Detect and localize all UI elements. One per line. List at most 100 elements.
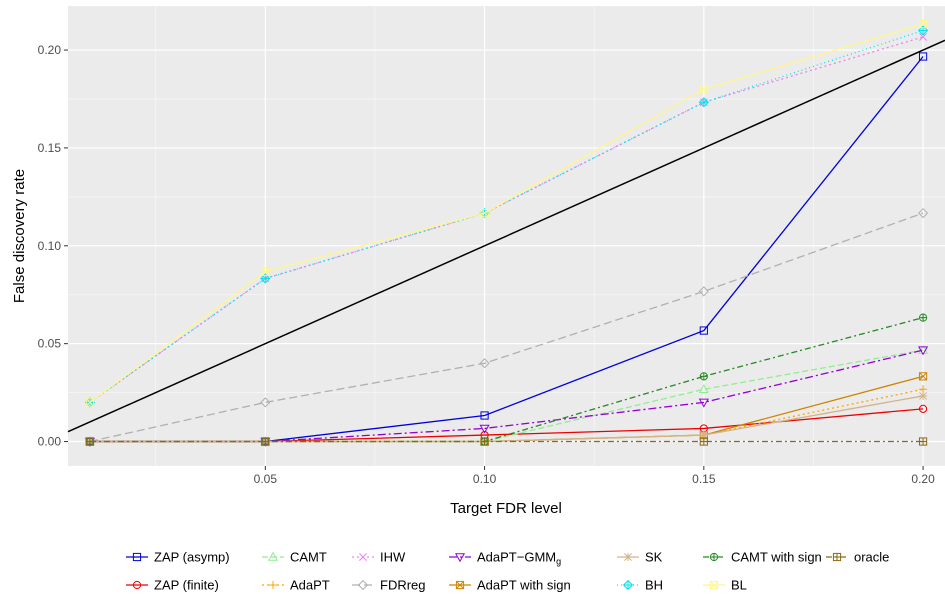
legend-item: BL	[703, 578, 747, 593]
y-tick-label: 0.15	[38, 141, 62, 155]
legend-item: ZAP (finite)	[126, 578, 219, 593]
legend-key-marker	[268, 580, 278, 590]
series-point	[917, 207, 929, 219]
series-point	[917, 207, 929, 219]
series-point	[698, 384, 709, 393]
legend-key-marker	[267, 551, 279, 561]
legend-key-marker	[623, 552, 633, 562]
series-point	[480, 411, 489, 420]
x-tick-label: 0.20	[911, 472, 935, 486]
legend-key-marker	[357, 579, 369, 591]
series-point	[261, 267, 270, 276]
series-point	[918, 52, 928, 61]
series-point	[918, 19, 928, 29]
y-axis-title: False discovery rate	[11, 169, 28, 303]
legend-key-marker	[709, 580, 719, 590]
legend-item: CAMT with sign	[703, 550, 822, 565]
legend-item: CAMT	[262, 550, 327, 565]
series-point	[918, 346, 929, 356]
series-line	[89, 36, 924, 403]
series-point	[479, 358, 490, 369]
legend-key-marker	[709, 580, 719, 590]
series-point	[918, 437, 928, 446]
series-point	[479, 358, 490, 369]
y-tick-label: 0.20	[38, 43, 62, 57]
series-point	[699, 372, 708, 381]
legend-item: AdaPT−GMMg	[449, 550, 561, 567]
series-point	[698, 398, 709, 408]
legend-label: AdaPT	[290, 578, 330, 593]
series-point	[479, 424, 490, 434]
series-point	[480, 437, 489, 446]
reference-line-diagonal	[67, 39, 945, 433]
series-layer	[84, 19, 929, 447]
x-axis: 0.05 0.10 0.15 0.20	[254, 466, 935, 486]
series-point	[918, 372, 928, 381]
legend-key-marker	[832, 552, 842, 562]
series-point	[698, 384, 709, 393]
series-point	[480, 208, 489, 218]
legend-item: AdaPT with sign	[449, 578, 571, 593]
series-oracle	[85, 437, 928, 446]
legend-item: ZAP (asymp)	[126, 550, 230, 565]
series-point	[698, 97, 709, 108]
legend-label: ZAP (finite)	[154, 578, 219, 593]
series-point	[919, 32, 928, 41]
legend-label: BH	[645, 578, 663, 593]
legend-key-marker	[359, 553, 367, 561]
legend-label: AdaPT−GMMg	[477, 550, 561, 567]
legend-key-marker	[132, 552, 142, 562]
series-point	[698, 398, 709, 408]
series-point	[699, 85, 708, 94]
legend-key-marker	[454, 553, 466, 563]
legend-item: oracle	[826, 550, 889, 565]
series-point	[698, 286, 709, 297]
series-point	[918, 404, 928, 413]
series-point	[918, 404, 928, 413]
x-axis-title: Target FDR level	[450, 500, 562, 517]
x-tick-label: 0.10	[473, 472, 497, 486]
series-point	[85, 398, 95, 407]
series-point	[261, 437, 270, 446]
legend-key-marker	[455, 580, 465, 590]
legend-key-marker	[267, 551, 279, 561]
legend-item: AdaPT	[262, 578, 330, 593]
legend-label: IHW	[380, 550, 406, 565]
series-point	[260, 397, 271, 408]
series-point	[918, 19, 928, 29]
legend-key-marker	[357, 579, 369, 591]
legend-item: SK	[617, 550, 663, 565]
legend-key-marker	[132, 580, 142, 590]
legend-key-marker	[132, 580, 142, 590]
legend: ZAP (asymp) CAMT IHW AdaPT−GMMg SK CAMT with …	[126, 550, 889, 593]
series-point	[480, 208, 489, 218]
series-point	[85, 437, 95, 446]
y-tick-label: 0.05	[38, 337, 62, 351]
minor-gridlines	[68, 6, 945, 466]
legend-item: FDRreg	[352, 578, 426, 593]
legend-label: SK	[645, 550, 663, 565]
series-point	[698, 286, 709, 297]
legend-label: oracle	[854, 550, 889, 565]
series-point	[918, 346, 929, 356]
series-line	[89, 212, 924, 443]
series-point	[480, 411, 489, 420]
series-point	[479, 424, 490, 434]
series-point	[699, 85, 708, 94]
series-point	[260, 397, 271, 408]
series-point	[918, 52, 928, 61]
series-point	[261, 267, 270, 276]
legend-item: IHW	[352, 550, 406, 565]
y-axis: 0.00 0.05 0.10 0.15 0.20	[38, 43, 68, 449]
legend-label: BL	[731, 578, 747, 593]
series-point	[699, 326, 708, 335]
legend-key-marker	[132, 552, 142, 562]
series-line	[89, 349, 924, 443]
y-tick-label: 0.00	[38, 435, 62, 449]
reference-line	[67, 39, 945, 433]
x-tick-label: 0.05	[254, 472, 278, 486]
series-point	[918, 372, 928, 381]
legend-key-marker	[454, 553, 466, 563]
series-point	[918, 391, 928, 401]
